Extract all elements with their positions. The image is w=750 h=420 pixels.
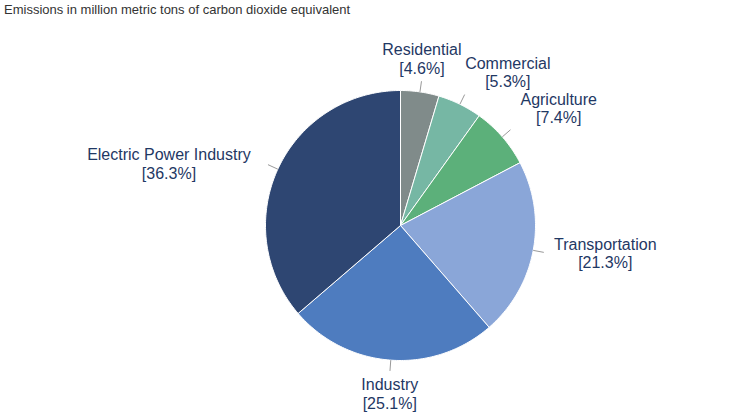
html-text:Emissions in million metric to: Emissions in million metric tons of carb… [4,2,351,17]
svg-text:Industry[25.1%]: Industry[25.1%] [361,376,418,411]
svg-text:Agriculture[7.4%]: Agriculture[7.4%] [520,91,597,126]
svg-text:Transportation[21.3%]: Transportation[21.3%] [554,236,657,271]
svg-text:Electric Power Industry[36.3%]: Electric Power Industry[36.3%] [87,146,251,181]
svg-text:Residential[4.6%]: Residential[4.6%] [382,41,461,76]
svg-text:Commercial[5.3%]: Commercial[5.3%] [465,55,550,90]
